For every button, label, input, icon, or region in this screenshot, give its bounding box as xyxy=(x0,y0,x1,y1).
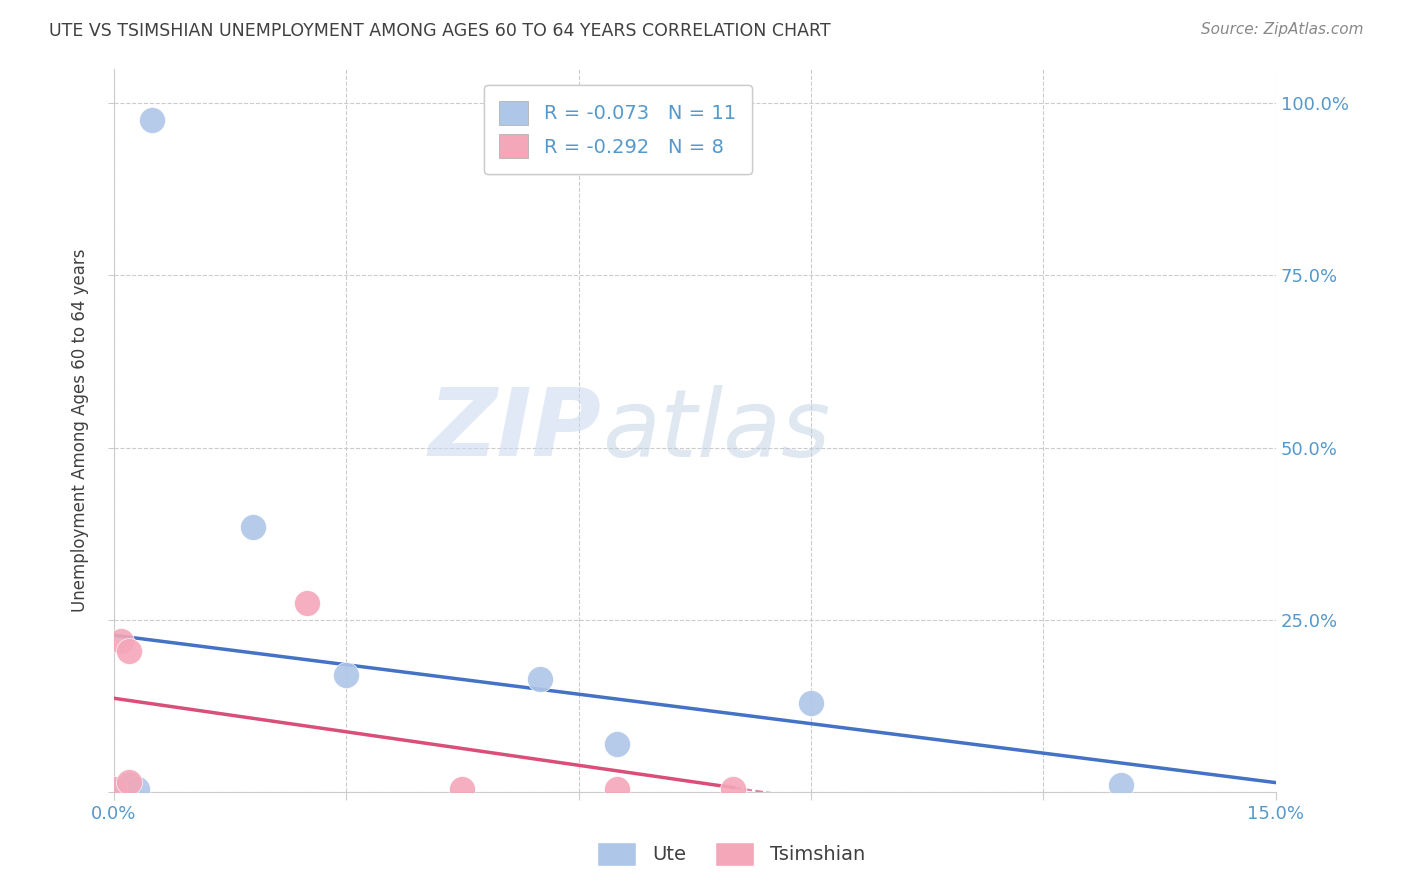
Point xyxy=(118,775,141,789)
Point xyxy=(606,781,628,796)
Point xyxy=(529,672,551,686)
Point xyxy=(335,668,357,682)
Point xyxy=(103,781,125,796)
Point xyxy=(606,737,628,751)
Text: ZIP: ZIP xyxy=(429,384,602,476)
Point xyxy=(110,633,132,648)
Point xyxy=(242,520,264,534)
Point xyxy=(723,781,745,796)
Text: Source: ZipAtlas.com: Source: ZipAtlas.com xyxy=(1201,22,1364,37)
Y-axis label: Unemployment Among Ages 60 to 64 years: Unemployment Among Ages 60 to 64 years xyxy=(72,249,89,612)
Point xyxy=(451,781,474,796)
Text: UTE VS TSIMSHIAN UNEMPLOYMENT AMONG AGES 60 TO 64 YEARS CORRELATION CHART: UTE VS TSIMSHIAN UNEMPLOYMENT AMONG AGES… xyxy=(49,22,831,40)
Legend: Ute, Tsimshian: Ute, Tsimshian xyxy=(589,834,873,873)
Point xyxy=(118,778,141,792)
Point xyxy=(297,596,319,610)
Point xyxy=(800,696,823,710)
Point xyxy=(141,113,163,128)
Legend: R = -0.073   N = 11, R = -0.292   N = 8: R = -0.073 N = 11, R = -0.292 N = 8 xyxy=(484,86,752,174)
Point xyxy=(110,781,132,796)
Text: atlas: atlas xyxy=(602,385,830,476)
Point xyxy=(1109,778,1132,792)
Point xyxy=(125,781,148,796)
Point xyxy=(118,778,141,792)
Point xyxy=(118,644,141,658)
